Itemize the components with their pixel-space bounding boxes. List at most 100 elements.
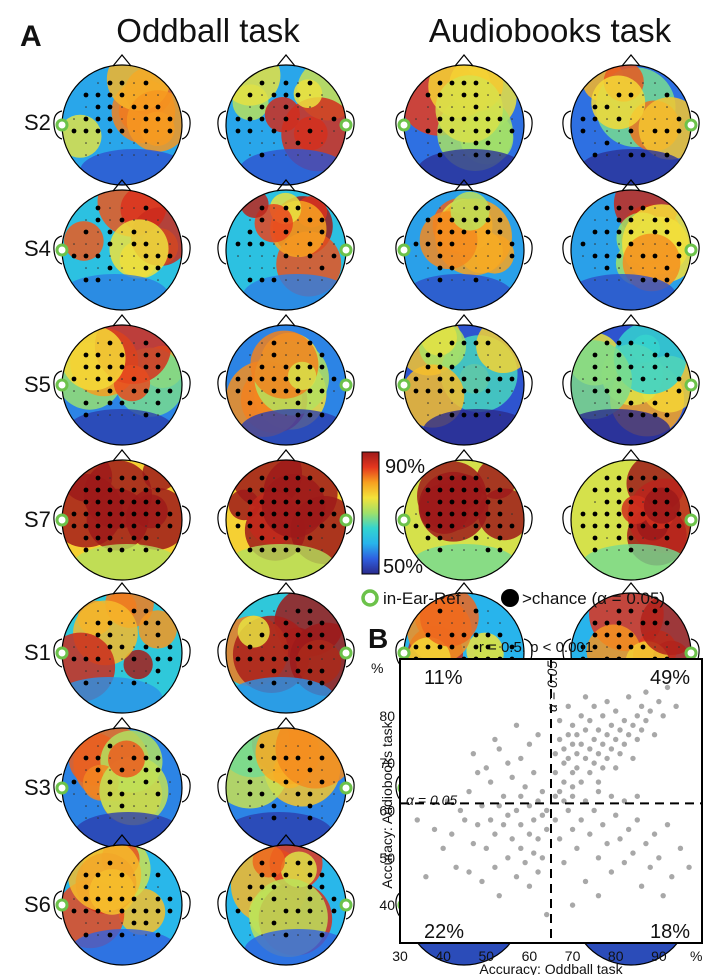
x-tick-label: 70 [565,948,581,964]
scatter-point [535,732,541,738]
scatter-plot: 11% 49% 22% 18% α = 0.05 α = 0.05 30 40 50… [371,658,703,975]
in-ear-ref-marker [339,781,353,795]
scatter-point [634,736,640,743]
scatter-point [565,807,571,814]
subject-labels: S2 S4 S5 S7 S1 S3 S6 [24,110,51,917]
scatter-point [608,746,615,752]
scatter-point [449,831,455,837]
scatter-point [638,703,645,710]
scatter-point [587,831,593,837]
topoplot [395,54,533,186]
topoplot [217,717,355,849]
scatter-point [466,869,472,875]
ear-ref-legend-label: in-Ear-Ref. [383,589,465,608]
quadrant-top-right: 49% [650,667,690,689]
scatter-point [556,736,563,743]
scatter-point [582,878,589,885]
scatter-point [462,817,468,823]
scatter-point [539,855,546,861]
scatter-point [595,750,602,757]
legend: in-Ear-Ref. >chance (α = 0.05) [361,589,665,608]
scatter-point [677,845,684,852]
scatter-point [569,826,576,833]
in-ear-ref-marker [684,378,698,392]
scatter-point [686,864,692,870]
subject-label: S2 [24,110,51,135]
scatter-point [505,812,511,818]
scatter-point [613,765,619,771]
scatter-point [518,755,524,762]
x-tick-label: 80 [608,948,624,964]
scatter-point [483,845,489,852]
scatter-point [500,821,507,828]
scatter-point [531,817,537,823]
oddball-title: Oddball task [116,12,300,49]
scatter-point [617,750,623,757]
x-tick-label: 60 [522,948,538,964]
topoplot [217,54,355,186]
in-ear-ref-marker [397,243,411,257]
scatter-point [625,732,632,738]
topoplot [217,179,355,311]
scatter-point [591,703,597,710]
in-ear-ref-marker [339,646,353,660]
scatter-point [414,817,420,823]
panel-a-letter: A [20,20,42,53]
topoplot [53,449,191,581]
scatter-point [595,779,602,785]
scatter-point [543,911,550,918]
scatter-point [543,826,550,833]
subject-label: S1 [24,640,51,665]
scatter-point [630,722,636,728]
y-tick-label: 70 [379,755,395,771]
scatter-point [587,769,593,776]
subject-label: S6 [24,892,51,917]
scatter-point [574,750,580,757]
scatter-point [621,798,628,804]
scatter-point [457,807,464,814]
in-ear-ref-marker [55,513,69,527]
topoplot [217,582,355,714]
scatter-point [535,836,541,842]
scatter-point [625,694,632,700]
colorbar-gradient [361,451,380,575]
scatter-point [474,821,481,828]
scatter-point [578,741,584,747]
topoplot [53,314,191,446]
scatter-point [617,836,623,842]
in-ear-ref-marker [397,513,411,527]
scatter-point [479,803,485,809]
scatter-point [617,727,623,733]
topoplot [395,179,533,311]
scatter-point [492,864,498,870]
scatter-point [505,760,511,766]
scatter-point [552,769,559,776]
quadrant-top-left: 11% [424,667,463,689]
scatter-point [595,892,602,899]
scatter-point [578,817,584,823]
scatter-point [582,694,589,700]
scatter-point [552,817,559,823]
scatter-point [600,765,606,771]
scatter-point [634,713,640,719]
topoplot [53,179,191,311]
scatter-point [574,765,580,771]
scatter-point [513,874,520,880]
scatter-point [604,698,610,705]
scatter-point [656,855,662,861]
scatter-point [625,826,632,833]
scatter-point [595,727,602,733]
scatter-point [565,703,571,710]
scatter-point [526,803,533,809]
scatter-point [535,869,541,875]
in-ear-ref-marker [339,243,353,257]
x-tick-label: 30 [392,948,408,964]
scatter-point [423,874,429,880]
scatter-point [531,850,537,856]
scatter-point [569,784,576,790]
topoplot-grid [53,54,700,966]
scatter-point [630,850,636,856]
subject-label: S5 [24,372,51,397]
scatter-point [600,821,606,828]
